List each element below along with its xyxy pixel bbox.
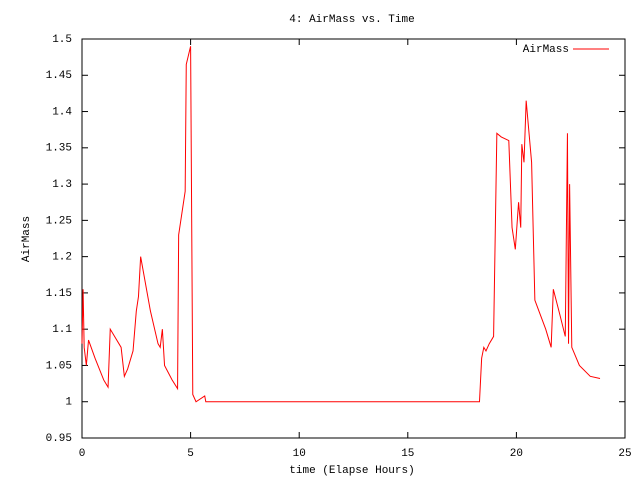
y-tick-label: 1.05 — [46, 360, 72, 372]
x-tick-label: 10 — [293, 448, 306, 460]
y-tick-label: 1.25 — [46, 215, 72, 227]
y-tick-label: 1.35 — [46, 143, 72, 155]
y-tick-label: 1.1 — [52, 324, 72, 336]
x-tick-label: 25 — [618, 448, 631, 460]
y-tick-label: 1 — [65, 397, 72, 409]
x-axis-label: time (Elapse Hours) — [289, 465, 414, 477]
y-tick-label: 1.4 — [52, 106, 72, 118]
y-tick-label: 1.2 — [52, 252, 72, 264]
legend-label: AirMass — [523, 44, 569, 56]
chart-title: 4: AirMass vs. Time — [289, 14, 414, 26]
y-axis-label: AirMass — [21, 216, 33, 262]
x-tick-label: 5 — [187, 448, 194, 460]
x-tick-label: 15 — [401, 448, 414, 460]
x-tick-label: 20 — [510, 448, 523, 460]
y-tick-label: 1.15 — [46, 288, 72, 300]
y-tick-label: 0.95 — [46, 433, 72, 445]
plot-frame — [81, 38, 626, 439]
data-line — [81, 46, 601, 403]
y-tick-label: 1.5 — [52, 34, 72, 46]
x-tick-label: 0 — [79, 448, 86, 460]
y-tick-label: 1.45 — [46, 70, 72, 82]
y-tick-label: 1.3 — [52, 179, 72, 191]
